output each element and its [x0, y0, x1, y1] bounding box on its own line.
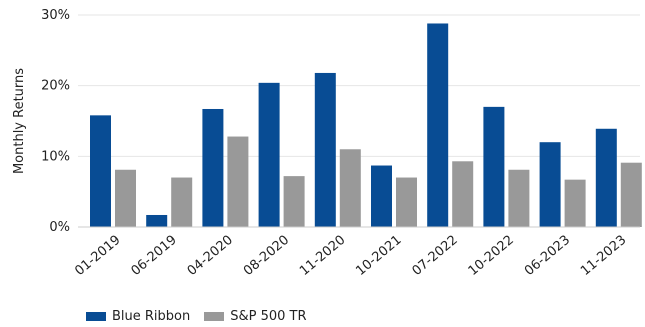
bar-sp500: [508, 169, 530, 227]
bar-sp500: [115, 169, 136, 227]
bar-blue-ribbon: [146, 214, 168, 227]
y-tick-label: 20%: [41, 79, 70, 94]
x-tick-label: 06-2023: [522, 233, 573, 279]
legend-swatch-blue-ribbon: [86, 312, 106, 321]
x-tick-label: 11-2020: [297, 233, 348, 279]
legend: Blue Ribbon S&P 500 TR: [86, 309, 321, 324]
x-tick-label: 06-2019: [129, 233, 180, 279]
bar-sp500: [396, 177, 417, 227]
bar-blue-ribbon: [595, 128, 617, 227]
bar-blue-ribbon: [427, 23, 449, 228]
x-tick-label: 07-2022: [410, 233, 461, 279]
x-tick-label: 01-2019: [72, 233, 123, 279]
bar-sp500: [620, 162, 642, 227]
x-tick-label: 11-2023: [578, 233, 629, 279]
bar-sp500: [227, 136, 249, 227]
y-tick-labels: 0% 10% 20% 30%: [41, 8, 70, 235]
bar-sp500: [171, 177, 193, 227]
y-tick-label: 10%: [41, 149, 70, 164]
bar-sp500: [283, 176, 305, 227]
x-tick-label: 10-2022: [466, 233, 517, 279]
x-tick-labels: 01-2019 06-2019 04-2020 08-2020 11-2020 10-20…: [72, 233, 629, 279]
legend-item-sp500: S&P 500 TR: [204, 309, 307, 324]
y-tick-label: 30%: [41, 8, 70, 23]
bar-blue-ribbon: [258, 82, 280, 227]
bar-sp500: [452, 161, 474, 227]
bar-blue-ribbon: [371, 165, 392, 227]
legend-swatch-sp500: [204, 312, 225, 321]
legend-label-blue-ribbon: Blue Ribbon: [112, 309, 191, 324]
x-tick-label: 10-2021: [353, 233, 404, 279]
bars: [90, 23, 642, 228]
bar-blue-ribbon: [90, 115, 111, 227]
bar-sp500: [564, 179, 586, 227]
bar-sp500: [339, 149, 361, 227]
bar-blue-ribbon: [483, 106, 505, 227]
x-tick-label: 04-2020: [185, 233, 236, 279]
gridlines: [78, 14, 640, 157]
bar-blue-ribbon: [202, 108, 224, 227]
legend-label-sp500: S&P 500 TR: [230, 309, 307, 324]
legend-item-blue-ribbon: Blue Ribbon: [86, 309, 190, 324]
bar-blue-ribbon: [314, 72, 336, 228]
bar-blue-ribbon: [539, 142, 561, 227]
x-tick-label: 08-2020: [241, 233, 292, 279]
y-tick-label: 0%: [49, 220, 70, 235]
y-axis-title: Monthly Returns: [12, 68, 27, 174]
